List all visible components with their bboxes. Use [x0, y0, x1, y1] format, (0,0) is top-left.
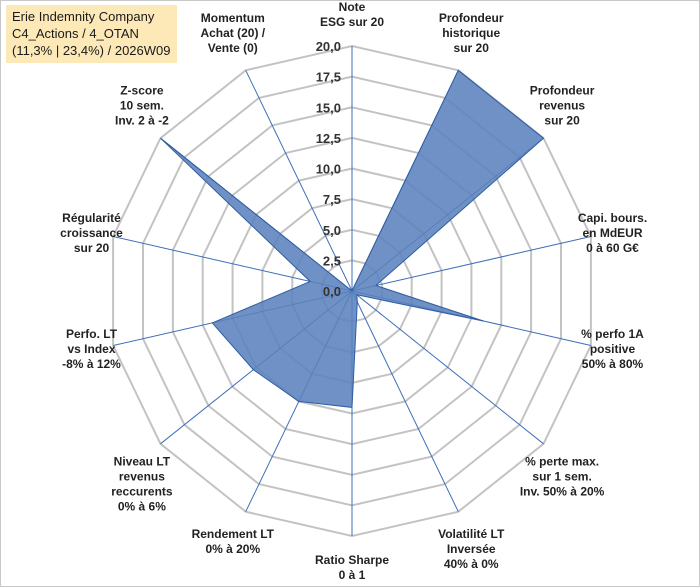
tick-label: 12,5	[316, 131, 341, 146]
title-portfolio: C4_Actions / 4_OTAN	[12, 26, 139, 41]
axis-label-line: reccurents	[111, 485, 173, 499]
axis-label-line: croissance	[60, 226, 123, 240]
tick-label: 2,5	[323, 253, 341, 268]
axis-label-line: 10 sem.	[120, 98, 164, 112]
axis-spoke	[351, 236, 592, 292]
axis-label-line: ESG sur 20	[320, 15, 384, 29]
series-area	[160, 69, 545, 408]
axis-label-line: en MdEUR	[583, 226, 643, 240]
tick-label: 5,0	[323, 223, 341, 238]
axis-label-line: Inv. 50% à 20%	[520, 485, 605, 499]
axis-spoke	[351, 290, 544, 445]
axis-label-line: Inv. 2 à -2	[115, 113, 169, 127]
axis-label-line: 0 à 60 G€	[586, 241, 639, 255]
axis-label-line: historique	[442, 26, 500, 40]
tick-label: 17,5	[316, 70, 341, 85]
axis-label-line: Achat (20) /	[200, 26, 265, 40]
axis-label-line: Vente (0)	[208, 41, 258, 55]
axis-label-line: Profondeur	[439, 11, 504, 25]
axis-label-line: Ratio Sharpe	[315, 553, 389, 567]
data-series	[160, 69, 545, 408]
tick-label: 0,0	[323, 284, 341, 299]
axis-label-line: % perfo 1A	[581, 327, 644, 341]
chart-title-box: Erie Indemnity Company C4_Actions / 4_OT…	[6, 5, 177, 63]
tick-label: 10,0	[316, 162, 341, 177]
axis-label-line: Z-score	[120, 83, 164, 97]
axis-spoke	[245, 70, 353, 292]
axis-label-line: Perfo. LT	[66, 327, 118, 341]
tick-label: 7,5	[323, 192, 341, 207]
axis-label-line: 0 à 1	[339, 568, 366, 582]
axis-label-line: sur 20	[544, 113, 580, 127]
axis-label-line: sur 20	[454, 41, 490, 55]
title-company: Erie Indemnity Company	[12, 9, 155, 24]
axis-label-line: 0% à 6%	[118, 500, 166, 514]
axis-label-line: Profondeur	[530, 83, 595, 97]
axis-label-line: % perte max.	[525, 455, 599, 469]
tick-label: 15,0	[316, 100, 341, 115]
axis-label: Rendement LT0% à 20%	[192, 527, 275, 556]
axis-label-line: vs Index	[67, 342, 115, 356]
axis-label-line: Inversée	[447, 542, 496, 556]
axis-label: % perte max.sur 1 sem.Inv. 50% à 20%	[520, 455, 605, 499]
tick-label: 20,0	[316, 39, 341, 54]
axis-spoke	[351, 290, 459, 512]
axis-label-line: -8% à 12%	[62, 357, 121, 371]
radial-tick-labels: 0,0 2,5 5,0 7,5 10,0 12,5 15,0 17,5 20,0	[316, 39, 341, 299]
axis-label-line: Régularité	[62, 211, 121, 225]
title-period: (11,3% | 23,4%) / 2026W09	[12, 43, 171, 58]
axis-label-line: Note	[339, 0, 366, 14]
axis-label-line: positive	[590, 342, 636, 356]
axis-label-line: sur 20	[74, 241, 110, 255]
axis-label-line: revenus	[539, 98, 585, 112]
axis-label-line: 50% à 80%	[582, 357, 644, 371]
axis-label-line: revenus	[119, 470, 165, 484]
axis-label-line: 0% à 20%	[205, 542, 260, 556]
axis-label-line: Rendement LT	[192, 527, 275, 541]
axis-label-line: Momentum	[201, 11, 265, 25]
axis-label-line: Volatilité LT	[438, 527, 505, 541]
axis-label-line: Niveau LT	[114, 455, 171, 469]
axis-label-line: 40% à 0%	[444, 557, 499, 571]
axis-label-line: sur 1 sem.	[532, 470, 591, 484]
axis-label-line: Capi. bours.	[578, 211, 647, 225]
